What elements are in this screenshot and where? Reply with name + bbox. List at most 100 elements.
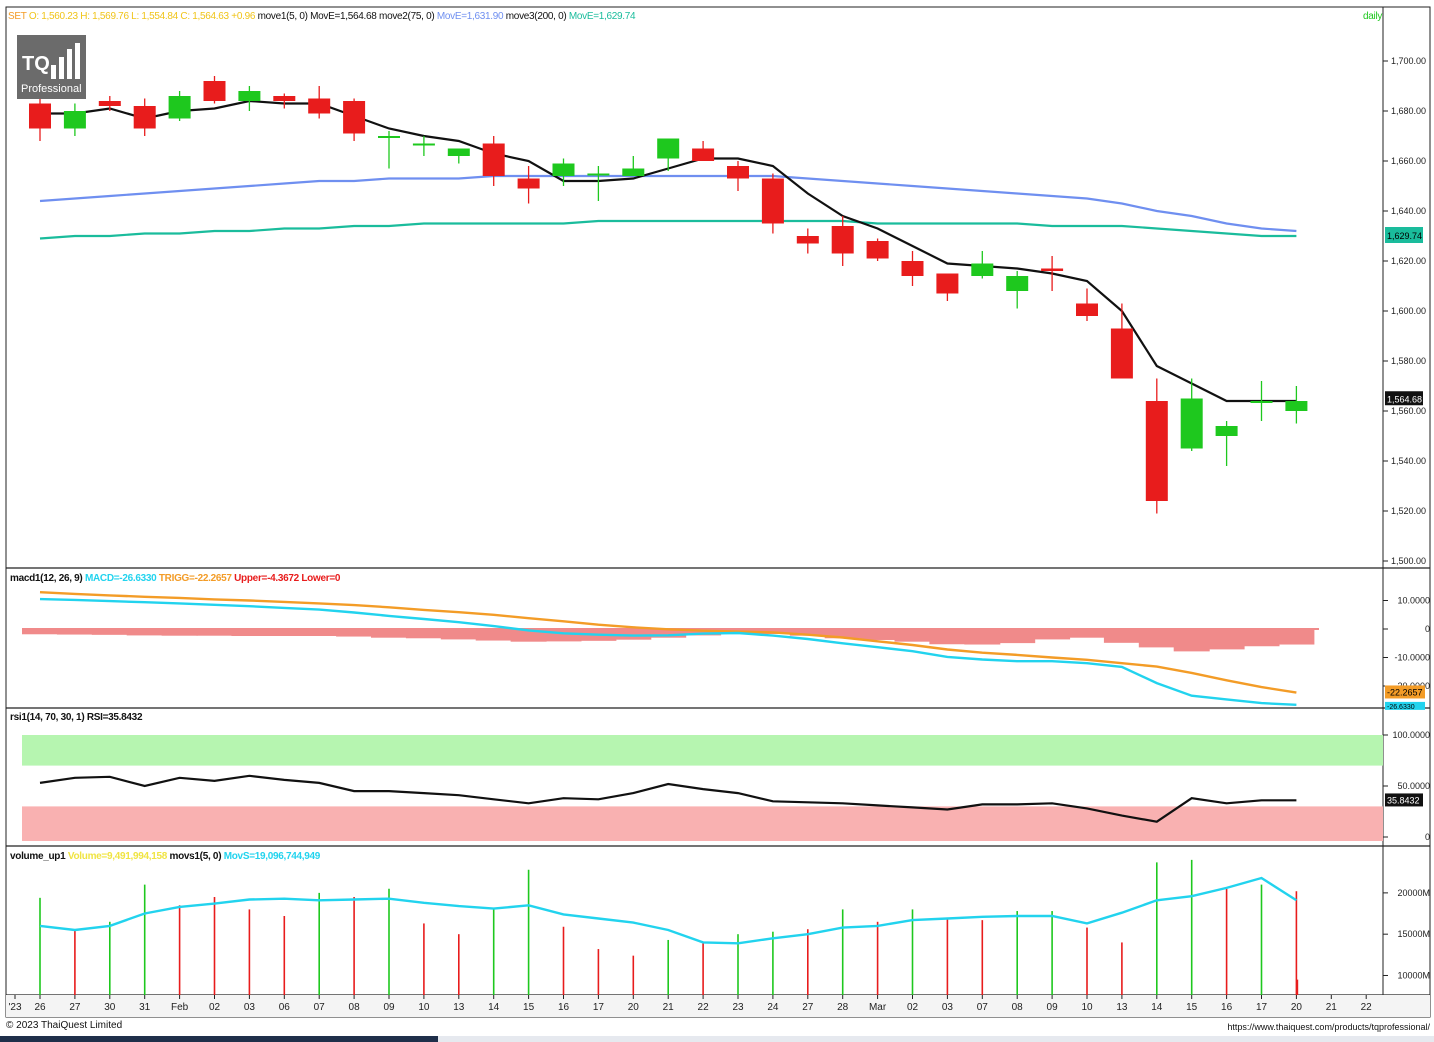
macd-histogram-bar [894,629,931,642]
candle-body [1180,398,1203,449]
macd-histogram-bar [56,629,93,635]
candle-body [971,263,994,276]
product-url[interactable]: https://www.thaiquest.com/products/tqpro… [1227,1022,1430,1032]
x-tick-label: 15 [1186,1002,1198,1013]
x-tick-label: 09 [1047,1002,1059,1013]
ma5-last-box [1385,391,1423,406]
volume-value: Volume=9,491,994,158 [67,851,168,862]
copyright: © 2023 ThaiQuest Limited [6,1020,123,1031]
rsi-tick-label: 50.0000 [1397,781,1430,791]
macd-histogram-bar [1034,629,1071,640]
volume-legend: volume_up1 Volume=9,491,994,158 movs1(5,… [10,851,320,862]
x-tick-label: 02 [209,1002,221,1013]
movs-label: movs1(5, 0) [169,851,222,862]
price-tick-label: 1,700.00 [1391,56,1426,66]
symbol-label: SET [8,11,27,22]
macd-tick-label: 0 [1425,624,1430,634]
macd-line [39,597,1297,706]
x-tick-label: 10 [1081,1002,1093,1013]
candle-body [866,241,889,259]
x-tick-label: 30 [104,1002,116,1013]
rsi-last-box [1385,793,1423,807]
x-tick-label: 15 [523,1002,535,1013]
macd-histogram-bar [1103,629,1140,643]
macd-histogram-bar [859,629,896,640]
candle-body [831,226,854,254]
ma200-last-box [1385,227,1423,243]
macd-histogram-bar [196,629,233,636]
macd-histogram-bar [405,629,442,639]
rsi-tick-label: 0 [1425,832,1430,842]
candle-body [63,111,86,129]
x-tick-label: 20 [628,1002,640,1013]
rsi-value: RSI=35.8432 [86,712,143,723]
price-tick-label: 1,660.00 [1391,156,1426,166]
candle-body [517,178,540,189]
price-tick-label: 1,580.00 [1391,356,1426,366]
rsi-oversold-band [22,806,1383,841]
macd-tick-label: 10.0000 [1397,596,1430,606]
candle-body [29,103,51,129]
macd-histogram-bar [91,629,128,635]
candle-body [901,261,924,276]
trigg-last-box [1385,685,1425,699]
move2-value: MovE=1,631.90 [436,11,504,22]
macd-histogram-bar [22,629,58,635]
x-tick-label: 16 [558,1002,570,1013]
logo-subtitle: Professional [21,83,82,95]
x-tick-label: 31 [139,1002,151,1013]
price-tick-label: 1,560.00 [1391,406,1426,416]
x-tick-label: 09 [383,1002,395,1013]
lower-value: Lower=0 [301,573,341,584]
volume-name: volume_up1 [10,851,66,862]
candle-body [761,178,784,224]
ma-line-2 [39,174,1297,233]
move1-value: MovE=1,564.68 [310,11,377,22]
rsi-legend: rsi1(14, 70, 30, 1) RSI=35.8432 [10,712,143,723]
x-tick-label: 02 [907,1002,919,1013]
x-tick-label: 22 [698,1002,710,1013]
candle-body [622,168,645,176]
candle-body [273,96,296,101]
macd-histogram-bar [266,629,303,636]
macd-value: MACD=-26.6330 [84,573,157,584]
bar-chart-icon [51,43,80,79]
price-tick-label: 1,680.00 [1391,106,1426,116]
macd-histogram-bar [1208,629,1245,650]
x-tick-label: 07 [977,1002,989,1013]
candle-body [168,96,191,119]
price-tick-label: 1,620.00 [1391,256,1426,266]
macd-histogram-bar [1243,629,1280,647]
x-tick-label: 20 [1291,1002,1303,1013]
candle-body [552,163,575,176]
rsi-overbought-band [22,735,1383,766]
x-tick-label: 17 [1256,1002,1268,1013]
candle-body [936,273,959,294]
rsi-tick-label: 100.0000 [1392,730,1430,740]
candle-body [482,143,505,176]
x-tick-label: 28 [837,1002,849,1013]
ma-line-3 [39,219,1297,240]
macd-histogram-bar [1173,629,1210,652]
ma5-last-value: 1,564.68 [1387,394,1422,404]
macd-histogram-bar [824,629,861,639]
candle-body [378,136,400,138]
x-tick-label: 14 [1151,1002,1163,1013]
macd-histogram-bar [964,629,1001,645]
candle-body [133,106,156,129]
candle-body [1110,328,1133,379]
price-tick-label: 1,500.00 [1391,556,1426,566]
candle-body [692,148,715,161]
x-tick-label: 06 [279,1002,291,1013]
trigg-value: TRIGG=-22.2657 [158,573,232,584]
macd-histogram-bar [336,629,373,637]
candle-body [98,101,121,106]
x-tick-label: 26 [34,1002,46,1013]
macd-histogram-bar [1138,629,1175,648]
trigg-line [39,591,1297,694]
period-label[interactable]: daily [1363,11,1383,22]
macd-histogram-bar [999,629,1036,644]
macd-histogram-bar [929,629,966,645]
candle-body [238,91,261,101]
